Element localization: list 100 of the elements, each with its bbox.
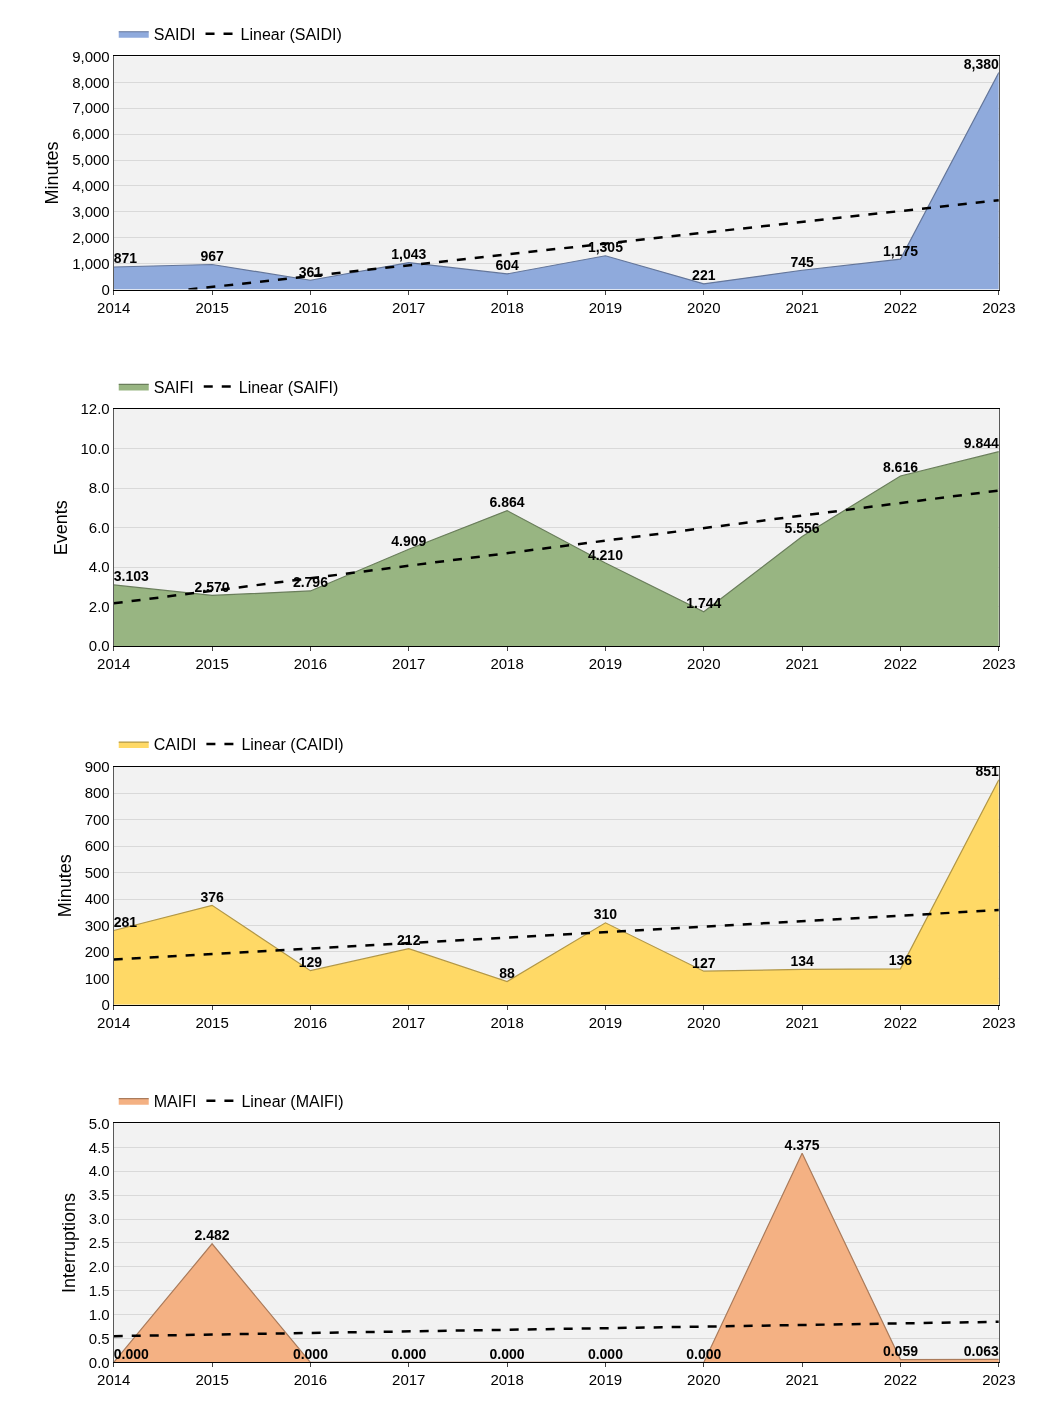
x-tick-label: 2018 <box>490 655 524 673</box>
x-tick-label: 2021 <box>785 1013 819 1031</box>
y-tick-label: 12.0 <box>80 400 110 418</box>
data-label: 221 <box>692 267 716 284</box>
y-tick-label: 2.5 <box>88 1234 110 1252</box>
legend-label: SAIDI <box>153 26 196 43</box>
data-label: 5.556 <box>784 519 820 536</box>
y-tick-label: 900 <box>84 757 110 775</box>
y-tick-label: 4.0 <box>88 558 110 576</box>
y-tick-label: 300 <box>84 916 110 934</box>
y-tick-label: 8.0 <box>88 479 110 497</box>
data-label: 604 <box>495 257 519 274</box>
data-label: 88 <box>499 965 516 982</box>
data-label: 1,175 <box>882 242 919 259</box>
x-tick-label: 2016 <box>293 1013 328 1031</box>
y-tick-label: 2.0 <box>88 1258 110 1276</box>
data-label: 0.000 <box>489 1345 525 1362</box>
x-tick-label: 2014 <box>97 1371 131 1389</box>
data-label: 8,380 <box>963 55 1000 72</box>
y-tick-label: 8,000 <box>72 73 110 91</box>
y-tick-label: 3.5 <box>88 1186 110 1204</box>
y-tick-label: 400 <box>84 890 110 908</box>
x-tick-label: 2020 <box>687 655 721 673</box>
y-tick-label: 1,000 <box>72 254 110 272</box>
data-label: 129 <box>298 954 323 971</box>
y-tick-label: 1.0 <box>88 1305 110 1323</box>
legend-label: MAIFI <box>153 1092 197 1110</box>
y-tick-label: 10.0 <box>80 439 110 457</box>
y-tick-label: 1.5 <box>88 1281 110 1299</box>
y-axis-title: Minutes <box>54 854 75 918</box>
legend-label: Linear (SAIFI) <box>238 378 339 396</box>
x-tick-label: 2021 <box>785 1371 819 1389</box>
x-tick-label: 2022 <box>883 1013 918 1031</box>
data-label: 310 <box>593 906 618 923</box>
data-label: 4.909 <box>391 532 427 549</box>
x-tick-label: 2019 <box>588 1013 623 1031</box>
y-tick-label: 3.0 <box>88 1210 110 1228</box>
data-label: 745 <box>790 253 815 270</box>
data-label: 0.000 <box>113 1345 149 1362</box>
x-tick-label: 2023 <box>982 1371 1016 1389</box>
legend-label: SAIFI <box>153 378 194 396</box>
x-tick-label: 2017 <box>392 1371 426 1389</box>
y-axis-title: Interruptions <box>59 1192 80 1293</box>
legend-label: Linear (SAIDI) <box>240 26 342 43</box>
data-label: 1,043 <box>391 246 427 263</box>
y-tick-label: 9,000 <box>72 47 110 65</box>
y-tick-label: 0.0 <box>88 1353 110 1371</box>
x-tick-label: 2014 <box>97 1013 131 1031</box>
x-tick-label: 2015 <box>195 298 229 316</box>
y-tick-label: 800 <box>84 784 110 802</box>
y-tick-label: 0.5 <box>88 1329 110 1347</box>
data-label: 871 <box>113 250 138 267</box>
y-tick-label: 6.0 <box>88 518 110 536</box>
y-tick-label: 200 <box>84 943 110 961</box>
y-tick-label: 4.0 <box>88 1162 110 1180</box>
y-tick-label: 2,000 <box>72 229 110 247</box>
x-tick-label: 2022 <box>883 1371 918 1389</box>
x-tick-label: 2017 <box>392 298 426 316</box>
x-tick-label: 2014 <box>97 655 131 673</box>
x-tick-label: 2015 <box>195 1371 229 1389</box>
y-tick-label: 6,000 <box>72 125 110 143</box>
x-tick-label: 2017 <box>392 1013 426 1031</box>
x-tick-label: 2020 <box>687 1013 721 1031</box>
y-tick-label: 0.0 <box>88 637 110 655</box>
x-tick-label: 2021 <box>785 655 819 673</box>
y-tick-label: 600 <box>84 837 110 855</box>
legend-label: CAIDI <box>153 736 197 754</box>
y-tick-label: 7,000 <box>72 99 110 117</box>
x-tick-label: 2016 <box>293 655 328 673</box>
x-tick-label: 2016 <box>293 1371 328 1389</box>
data-label: 4.210 <box>587 546 624 563</box>
x-tick-label: 2019 <box>588 1371 623 1389</box>
y-tick-label: 100 <box>84 969 110 987</box>
x-tick-label: 2019 <box>588 298 623 316</box>
data-label: 134 <box>790 952 815 969</box>
x-tick-label: 2021 <box>785 298 819 316</box>
x-tick-label: 2015 <box>195 1013 229 1031</box>
data-label: 0.063 <box>963 1342 1000 1359</box>
x-tick-label: 2017 <box>392 655 426 673</box>
data-label: 281 <box>113 913 138 930</box>
y-axis-title: Minutes <box>42 141 63 205</box>
x-tick-label: 2018 <box>490 298 524 316</box>
x-tick-label: 2022 <box>883 298 918 316</box>
x-tick-label: 2020 <box>687 1371 721 1389</box>
x-tick-label: 2023 <box>982 298 1016 316</box>
x-tick-label: 2018 <box>490 1371 524 1389</box>
data-label: 376 <box>200 888 224 905</box>
x-tick-label: 2020 <box>687 298 721 316</box>
legend-label: Linear (MAIFI) <box>241 1092 344 1110</box>
x-tick-label: 2022 <box>883 655 918 673</box>
data-label: 6.864 <box>489 494 525 511</box>
y-axis-title: Events <box>50 500 71 556</box>
y-tick-label: 2.0 <box>88 597 110 615</box>
x-tick-label: 2019 <box>588 655 623 673</box>
y-tick-label: 0 <box>101 280 110 298</box>
y-tick-label: 4,000 <box>72 177 110 195</box>
y-tick-label: 5,000 <box>72 151 110 169</box>
y-tick-label: 700 <box>84 810 110 828</box>
data-label: 9.844 <box>963 435 1000 452</box>
x-tick-label: 2015 <box>195 655 229 673</box>
